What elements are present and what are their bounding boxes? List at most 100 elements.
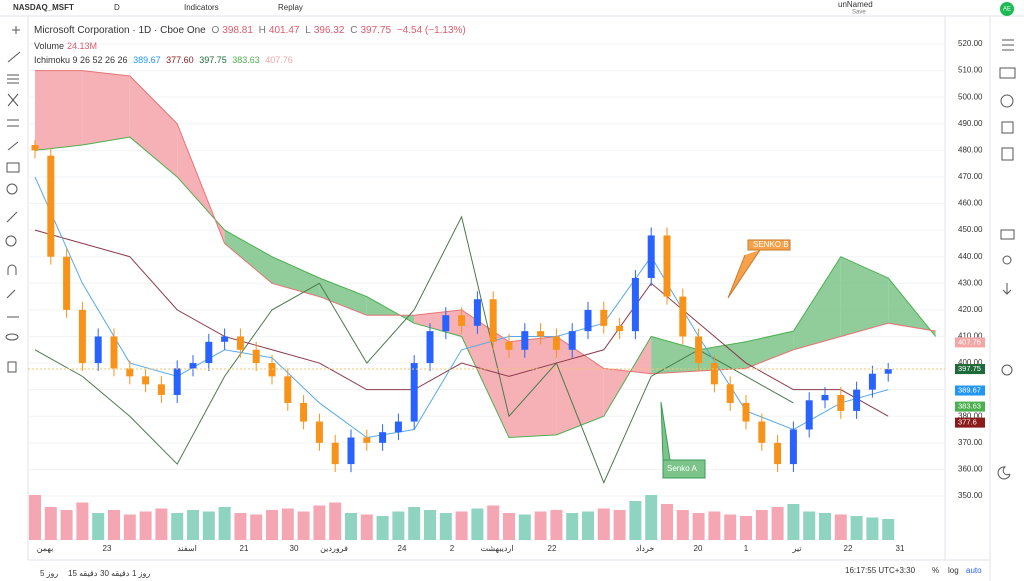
symbol[interactable]: NASDAQ_MSFT [13, 3, 74, 12]
x-tick-label: 1 [744, 544, 749, 553]
chikou-line [34, 215, 794, 484]
volume-bar [740, 516, 752, 540]
cloud-segment [35, 70, 83, 151]
candle-body [284, 376, 292, 403]
volume-bar [171, 513, 184, 540]
volume-bar [439, 513, 452, 540]
cloud-segment [224, 230, 272, 284]
l: 396.32 [313, 25, 345, 36]
range-button[interactable]: 1 روز [132, 569, 150, 578]
range-button[interactable]: 30 دقیقه [100, 569, 130, 578]
price-badge [955, 385, 985, 396]
c-label: C [350, 25, 358, 36]
log-toggle[interactable]: log [948, 566, 959, 575]
candle-body [410, 363, 418, 422]
kijun-line [34, 229, 889, 417]
y-tick-label: 470.00 [958, 172, 983, 181]
volume-bar [692, 513, 705, 540]
candle-body [426, 331, 434, 364]
volume-bar [550, 510, 563, 540]
volume-bar [771, 507, 784, 540]
volume-bar [819, 513, 831, 540]
cloud-segment [509, 336, 557, 438]
volume-bar [250, 514, 263, 540]
candle-body [189, 363, 197, 369]
y-tick-label: 380.00 [958, 411, 983, 420]
volume-bar [139, 511, 152, 540]
ichimoku-value: 389.67 [133, 55, 161, 65]
volume-bar [123, 514, 136, 540]
y-tick-label: 500.00 [958, 92, 983, 101]
price-badge [955, 337, 985, 348]
volume-bar [503, 513, 515, 540]
clock: 16:17:55 UTC+3:30 [845, 566, 916, 575]
senkou-b-line [35, 70, 936, 375]
candle-body [363, 437, 371, 443]
ichimoku-value: 377.60 [166, 55, 194, 65]
candle-body [47, 155, 55, 257]
volume-bar [155, 508, 168, 540]
volume-bar [882, 519, 895, 540]
interval[interactable]: D [114, 3, 120, 12]
volume-bar [455, 511, 468, 540]
cloud-segment [651, 336, 699, 374]
range-button[interactable]: 5 روز [40, 569, 58, 578]
price-badge [955, 417, 985, 428]
avatar[interactable] [1000, 2, 1014, 16]
right-sidebar-icons[interactable] [997, 39, 1016, 480]
o-label: O [211, 25, 220, 36]
candle-body [758, 421, 766, 443]
y-tick-label: 350.00 [958, 491, 983, 500]
replay-button[interactable]: Replay [278, 3, 303, 12]
range-button[interactable]: 15 دقیقه [68, 569, 98, 578]
title: Microsoft Corporation · 1D · Cboe One [34, 25, 206, 36]
volume-bar [202, 511, 215, 540]
volume-bar [566, 513, 579, 540]
x-tick-label: 21 [240, 544, 249, 553]
y-tick-label: 510.00 [958, 66, 983, 75]
cloud-segment [556, 336, 604, 435]
annotation: Senko A [667, 464, 697, 473]
x-tick-label: 31 [896, 544, 905, 553]
candle-body [31, 145, 39, 151]
candle-body [221, 336, 229, 342]
ichimoku-value: 407.76 [265, 55, 293, 65]
ichimoku-value: 397.75 [199, 55, 227, 65]
volume-bar [360, 514, 373, 540]
volume-bar [834, 514, 847, 540]
x-tick-label: 23 [103, 544, 112, 553]
volume-bar [60, 510, 73, 540]
candle-body [521, 331, 529, 350]
layout-name[interactable]: unNamed [838, 0, 873, 9]
candle-body [173, 368, 181, 395]
l-label: L [305, 25, 311, 36]
x-tick-label: 20 [694, 544, 703, 553]
cloud-segment [840, 256, 889, 337]
percent-toggle[interactable]: % [932, 566, 939, 575]
x-tick-label: اسفند [177, 544, 197, 553]
y-tick-label: 410.00 [958, 332, 983, 341]
volume-bar [187, 510, 199, 540]
indicators-button[interactable]: Indicators [184, 3, 219, 12]
left-toolbar-icons[interactable] [5, 26, 21, 373]
cloud-segment [698, 341, 746, 372]
cloud-segment [414, 309, 462, 337]
y-tick-label: 420.00 [958, 305, 983, 314]
volume-bar [724, 514, 737, 540]
change: −4.54 (−1.13%) [396, 25, 466, 36]
annotation: SENKO B [753, 240, 789, 249]
volume-bar [29, 495, 41, 540]
x-tick-label: خرداد [636, 544, 655, 553]
volume-bar [803, 511, 816, 540]
candle-body [663, 235, 671, 297]
cloud-segment [461, 309, 509, 438]
y-tick-label: 440.00 [958, 252, 983, 261]
volume-bar [787, 504, 800, 540]
layout-status: Save [852, 10, 866, 16]
auto-toggle[interactable]: auto [966, 566, 982, 575]
volume-bar [487, 505, 500, 540]
candle-body [821, 394, 829, 401]
candle-body [805, 400, 813, 430]
volume-bar [518, 514, 531, 540]
